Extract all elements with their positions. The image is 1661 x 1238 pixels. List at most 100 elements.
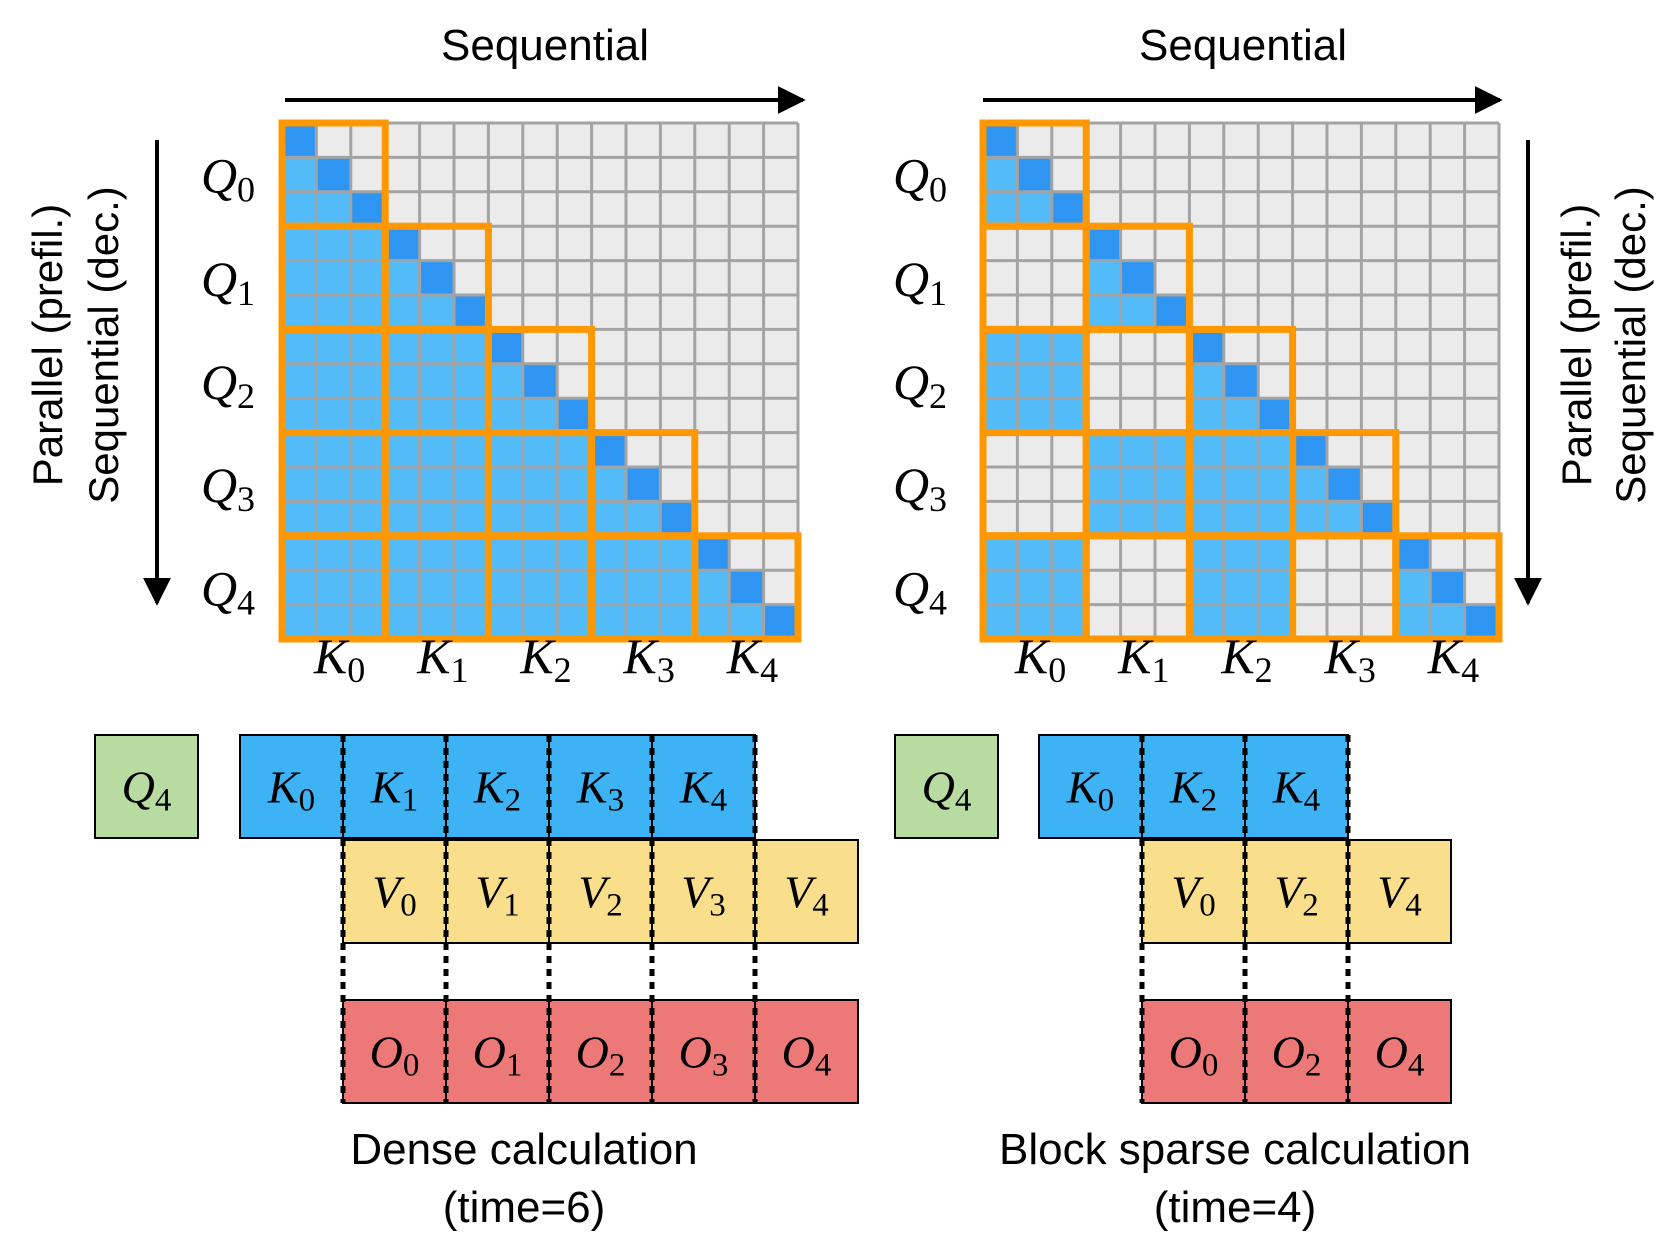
attended-cell (385, 535, 420, 571)
attended-cell (983, 570, 1018, 605)
sparse-side-label-decode: Sequential (dec.) (1607, 186, 1654, 504)
key-block-label: K3 (576, 762, 624, 819)
key-block (651, 734, 756, 839)
output-block-label: O1 (473, 1027, 523, 1084)
attended-cell (454, 604, 489, 639)
attended-cell (488, 604, 523, 639)
query-label: Q3 (201, 457, 255, 519)
attended-cell (454, 501, 489, 536)
attended-cell (557, 604, 592, 639)
diagonal-cell (350, 191, 386, 227)
attended-cell (385, 260, 420, 295)
sparse-query-labels: Q0 Q1 Q2 Q3 Q4 (893, 148, 947, 623)
dense-panel: Sequential Parallel (prefil.) Sequential… (24, 21, 859, 1232)
attended-cell (350, 295, 386, 330)
attended-cell (350, 226, 386, 261)
value-block (651, 839, 756, 944)
query-block-label: Q4 (922, 762, 972, 819)
attended-cell (626, 501, 661, 536)
key-label: K2 (519, 628, 571, 690)
attended-cell (1086, 295, 1121, 330)
attended-cell (454, 432, 489, 467)
attended-cell (557, 535, 592, 571)
attended-cell (454, 467, 489, 502)
diagonal-cell (591, 432, 626, 467)
value-block-label: V3 (681, 867, 726, 924)
attended-cell (282, 260, 317, 295)
key-block (1141, 734, 1246, 839)
output-block-label: O2 (1272, 1027, 1322, 1084)
sparse-side-label-prefill: Parallel (prefil.) (1553, 204, 1600, 486)
attended-cell (1292, 501, 1327, 536)
key-label: K3 (623, 628, 675, 690)
query-block (94, 734, 199, 839)
attended-cell (1189, 604, 1224, 639)
attended-cell (557, 467, 592, 502)
attended-cell (1017, 329, 1052, 364)
attended-cell (1189, 467, 1224, 502)
value-block-label: V0 (372, 867, 417, 924)
attended-cell (1292, 467, 1327, 502)
diagonal-cell (626, 467, 661, 502)
attended-cell (316, 432, 351, 467)
attended-cell (282, 570, 317, 605)
sparse-caption-line1: Block sparse calculation (999, 1125, 1471, 1174)
dense-caption-line2: (time=6) (443, 1183, 606, 1232)
attended-cell (660, 535, 695, 571)
attended-cell (1086, 432, 1121, 467)
attended-cell (1017, 398, 1052, 433)
attended-cell (1327, 501, 1362, 536)
diagonal-cell (1361, 501, 1396, 536)
attended-cell (1189, 501, 1224, 536)
attended-cell (983, 535, 1018, 571)
diagonal-cell (1155, 295, 1190, 330)
attended-cell (350, 432, 386, 467)
attended-cell (1223, 432, 1259, 467)
attended-cell (419, 604, 454, 639)
attended-cell (282, 226, 317, 261)
attended-cell (1223, 535, 1259, 571)
attended-cell (282, 398, 317, 433)
attended-cell (591, 535, 626, 571)
key-block-label: K0 (267, 762, 315, 819)
output-block (445, 999, 550, 1104)
key-block-label: K2 (473, 762, 521, 819)
dense-top-label: Sequential (441, 21, 649, 70)
output-block-label: O4 (782, 1027, 832, 1084)
attended-cell (350, 535, 386, 571)
value-block (1347, 839, 1452, 944)
attended-cell (419, 398, 454, 433)
attended-cell (983, 157, 1018, 192)
attended-cell (1086, 260, 1121, 295)
attended-cell (282, 467, 317, 502)
attended-cell (1017, 363, 1052, 399)
attended-cell (1155, 467, 1190, 502)
key-block (342, 734, 447, 839)
attended-cell (557, 501, 592, 536)
diagonal-cell (385, 226, 420, 261)
diagonal-cell (1327, 467, 1362, 502)
diagonal-cell (983, 123, 1018, 158)
diagonal-cell (454, 295, 489, 330)
attended-cell (557, 432, 592, 467)
attended-cell (488, 432, 523, 467)
attended-cell (316, 260, 351, 295)
attended-cell (419, 432, 454, 467)
key-block-label: K1 (370, 762, 418, 819)
attended-cell (1258, 604, 1293, 639)
attended-cell (316, 570, 351, 605)
output-block (548, 999, 653, 1104)
output-block-label: O0 (370, 1027, 420, 1084)
sparse-key-labels: K0 K1 K2 K3 K4 (1014, 628, 1479, 690)
attended-cell (522, 604, 558, 639)
attended-cell (694, 570, 730, 605)
diagonal-cell (1430, 570, 1465, 605)
output-block-label: O3 (679, 1027, 729, 1084)
attended-cell (385, 432, 420, 467)
dense-side-label-decode: Sequential (dec.) (80, 186, 127, 504)
query-block-label: Q4 (122, 762, 172, 819)
attended-cell (282, 604, 317, 639)
attended-cell (591, 467, 626, 502)
sparse-decode-rows: Q4 K0 K2 K4 V0 V2 V4 O0 O2 O4 (894, 734, 1452, 1104)
